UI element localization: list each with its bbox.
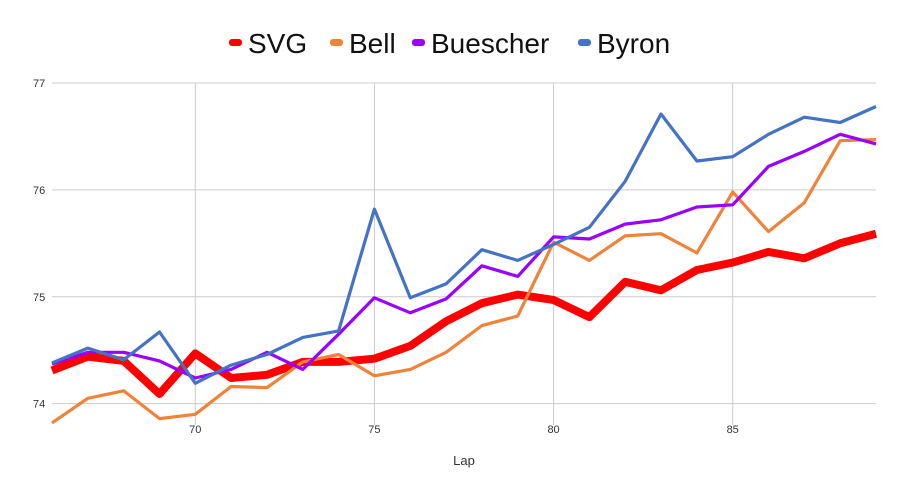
series-line-svg — [50, 229, 878, 398]
x-tick-label: 80 — [547, 424, 559, 436]
legend-swatch-buescher — [412, 39, 425, 46]
gridlines — [52, 82, 876, 425]
legend-label-byron: Byron — [597, 28, 670, 59]
y-tick-label: 75 — [33, 292, 45, 304]
axis-labels: Lap 74 75 76 77 70 75 80 85 — [33, 78, 739, 468]
legend-swatch-svg — [229, 39, 242, 46]
legend-label-bell: Bell — [349, 28, 396, 59]
legend-swatch-byron — [578, 39, 591, 46]
x-axis-title: Lap — [453, 453, 475, 468]
series-lines — [50, 105, 878, 425]
y-tick-label: 77 — [33, 78, 45, 90]
x-tick-label: 70 — [189, 424, 201, 436]
x-tick-label: 75 — [368, 424, 380, 436]
series-line-byron — [51, 105, 877, 385]
legend-label-buescher: Buescher — [431, 28, 549, 59]
y-tick-label: 76 — [33, 185, 45, 197]
legend: SVG Bell Buescher Byron — [229, 28, 670, 59]
legend-label-svg: SVG — [248, 28, 307, 59]
y-tick-label: 74 — [33, 399, 45, 411]
legend-swatch-bell — [330, 39, 343, 46]
x-tick-label: 85 — [727, 424, 739, 436]
